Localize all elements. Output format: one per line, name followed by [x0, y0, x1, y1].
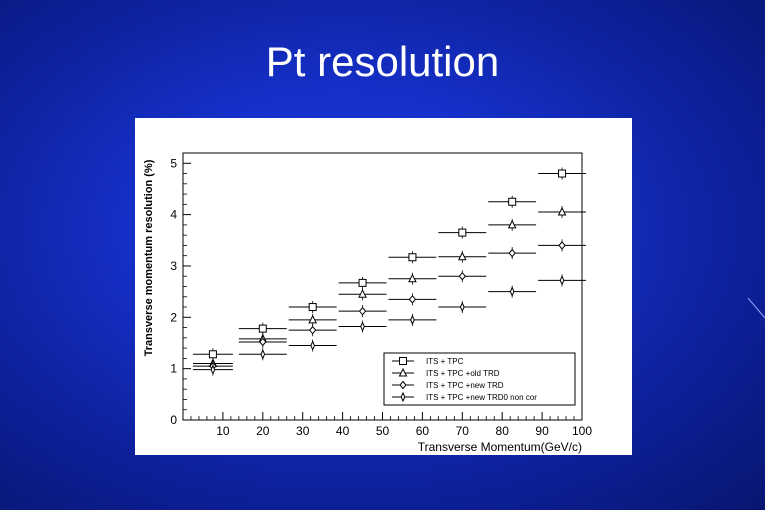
data-point: [438, 270, 487, 283]
marker-triangle: [308, 314, 317, 324]
marker-square: [308, 303, 317, 312]
marker-square: [358, 278, 367, 287]
marker-square: [558, 169, 567, 178]
legend-item: ITS + TPC: [392, 357, 464, 366]
marker-diamond: [399, 380, 407, 390]
legend-label: ITS + TPC +new TRD0 non cor: [426, 393, 537, 402]
data-point: [538, 167, 586, 180]
marker-square: [458, 228, 467, 237]
data-point: [538, 239, 586, 252]
x-tick-label: 80: [496, 424, 510, 438]
y-axis-label: Transverse momentum resolution (%): [143, 159, 155, 356]
marker-diamond: [458, 271, 466, 281]
x-tick-label: 20: [256, 424, 270, 438]
marker-square: [408, 253, 417, 262]
x-tick-label: 30: [296, 424, 310, 438]
marker-thin-diamond: [210, 364, 216, 375]
legend-label: ITS + TPC +old TRD: [426, 369, 500, 378]
y-tick-label: 2: [170, 310, 177, 324]
data-point: [238, 335, 287, 348]
y-tick-label: 1: [170, 362, 177, 376]
legend-item: ITS + TPC +new TRD: [392, 380, 504, 390]
marker-square: [258, 324, 267, 333]
marker-thin-diamond: [260, 349, 266, 360]
data-point: [538, 274, 586, 287]
resolution-chart: 10 20 30 40 50 60 70 80 90 100 0 1 2 3 4 5 ITS + TPC ITS…: [143, 152, 592, 454]
data-point: [488, 218, 537, 231]
marker-diamond: [358, 306, 367, 316]
marker-diamond: [309, 325, 317, 335]
marker-triangle: [457, 251, 467, 261]
y-tick-label: 4: [170, 208, 177, 222]
marker-square: [508, 197, 517, 206]
legend-label: ITS + TPC +new TRD: [426, 381, 504, 390]
data-point: [388, 293, 437, 306]
data-point: [338, 305, 387, 318]
legend-item: ITS + TPC +old TRD: [392, 367, 500, 378]
data-point: [288, 324, 337, 337]
data-point: [338, 320, 387, 333]
marker-triangle: [408, 273, 417, 283]
x-tick-label: 10: [216, 424, 230, 438]
data-point: [438, 226, 487, 239]
marker-diamond: [408, 295, 417, 304]
data-point: [388, 313, 437, 326]
data-point: [438, 250, 487, 263]
data-point: [488, 195, 537, 208]
y-tick-label: 5: [170, 156, 177, 170]
x-tick-label: 90: [535, 424, 549, 438]
marker-thin-diamond: [509, 286, 515, 297]
marker-diamond: [558, 241, 566, 250]
data-point: [238, 348, 287, 361]
marker-triangle: [507, 219, 517, 229]
data-point: [438, 301, 487, 314]
marker-thin-diamond: [400, 391, 406, 403]
x-tick-label: 40: [336, 424, 350, 438]
y-tick-label: 3: [170, 259, 177, 273]
marker-square: [399, 357, 407, 365]
series-2: [192, 206, 586, 370]
data-point: [388, 272, 437, 285]
x-tick-label: 50: [376, 424, 390, 438]
y-tick-label: 0: [170, 413, 177, 427]
series-4: [192, 274, 586, 376]
data-point: [288, 339, 337, 352]
data-point: [338, 288, 387, 301]
marker-thin-diamond: [360, 321, 365, 332]
marker-triangle: [557, 206, 567, 216]
data-point: [488, 285, 537, 298]
data-point: [338, 276, 387, 289]
marker-diamond: [259, 337, 267, 347]
x-tick-label: 60: [416, 424, 430, 438]
marker-diamond: [508, 248, 516, 258]
marker-triangle: [398, 367, 408, 377]
data-point: [388, 251, 437, 264]
data-point: [192, 363, 233, 376]
x-tick-label: 100: [572, 424, 592, 438]
marker-square: [208, 350, 217, 359]
marker-thin-diamond: [310, 340, 316, 351]
marker-thin-diamond: [459, 301, 465, 313]
data-point: [288, 301, 337, 314]
legend-label: ITS + TPC: [426, 357, 464, 366]
marker-thin-diamond: [559, 275, 565, 286]
series-3: [192, 239, 586, 373]
data-point: [288, 313, 337, 326]
legend-box: [383, 352, 576, 406]
marker-triangle: [358, 289, 367, 298]
series-1: [192, 167, 586, 361]
chart-panel: 10 20 30 40 50 60 70 80 90 100 0 1 2 3 4 5 ITS + TPC ITS…: [135, 118, 632, 455]
x-tick-label: 70: [456, 424, 470, 438]
x-axis-label: Transverse Momentum(GeV/c): [418, 440, 582, 454]
data-point: [238, 322, 287, 335]
slide-title: Pt resolution: [265, 38, 500, 85]
data-point: [538, 206, 586, 219]
data-point: [488, 247, 537, 260]
marker-thin-diamond: [410, 314, 415, 326]
legend-item: ITS + TPC +new TRD0 non cor: [392, 391, 537, 403]
